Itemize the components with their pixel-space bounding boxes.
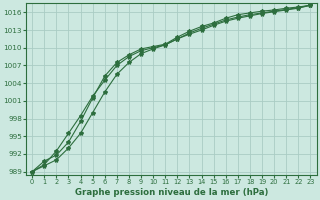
X-axis label: Graphe pression niveau de la mer (hPa): Graphe pression niveau de la mer (hPa): [75, 188, 268, 197]
